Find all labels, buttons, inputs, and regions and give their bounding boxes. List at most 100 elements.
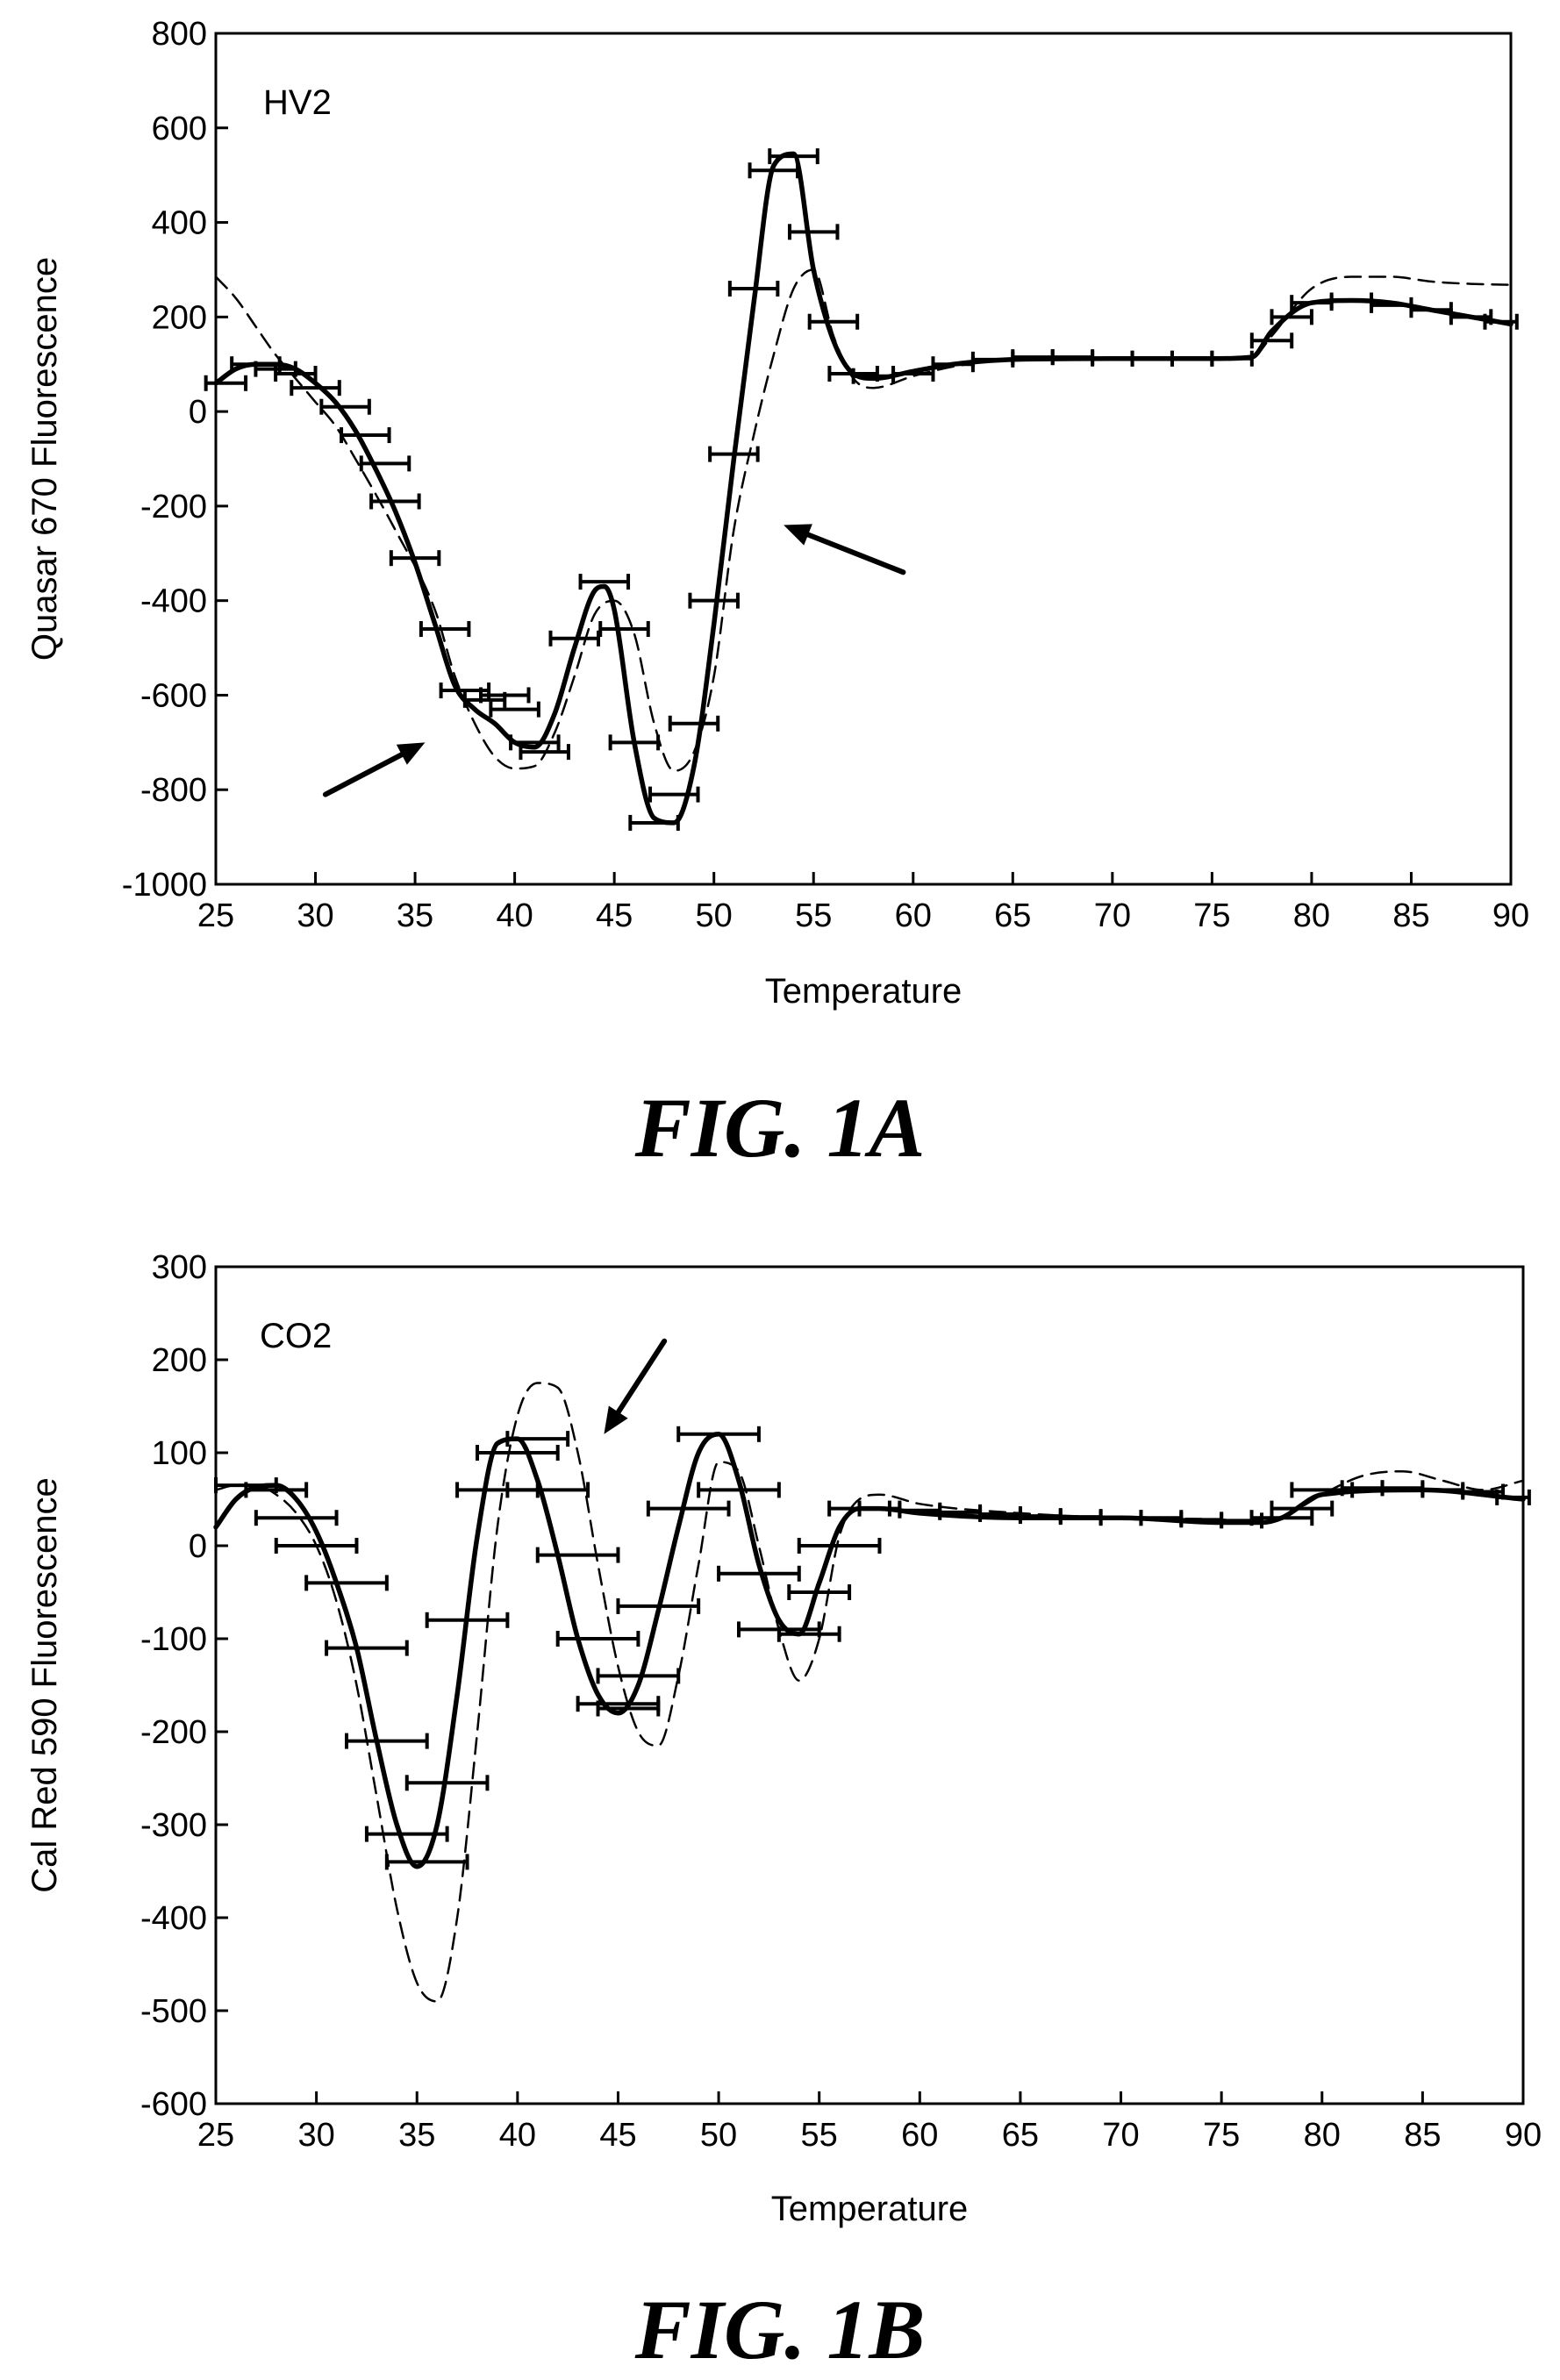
x-tick-label: 75 [1203,2117,1240,2154]
error-bar [538,1547,619,1563]
error-bar [1101,1510,1141,1526]
error-bar [1133,351,1172,367]
figure: 2530354045505560657075808590-1000-800-60… [0,0,1560,2380]
x-tick-label: 70 [1094,897,1131,934]
error-bar [1013,349,1052,365]
x-tick-label: 85 [1404,2117,1441,2154]
x-tick-label: 50 [700,2117,737,2154]
x-tick-label: 35 [397,897,433,934]
error-bar [558,1631,639,1647]
y-tick-label: -300 [140,1807,207,1844]
panel-label: CO2 [260,1317,332,1355]
error-bar [1020,1508,1061,1524]
error-bar [1383,1480,1423,1496]
error-bar [1061,1509,1101,1525]
y-tick-label: 200 [152,299,207,336]
x-axis-title: Temperature [771,2190,969,2228]
x-tick-label: 65 [994,897,1031,934]
y-tick-label: 300 [152,1249,207,1286]
error-bar [1411,302,1450,318]
error-bar [1181,1512,1221,1527]
error-bar [1221,1512,1262,1528]
y-tick-label: 0 [189,1528,207,1565]
y-tick-label: 800 [152,16,207,53]
error-bar [306,1575,387,1590]
tick-group: 2530354045505560657075808590-600-500-400… [140,1249,1542,2154]
error-bar [326,1640,407,1656]
error-bar [648,1501,729,1517]
y-tick-label: -400 [140,1900,207,1937]
error-bar [421,621,469,637]
y-tick-label: 200 [152,1342,207,1379]
x-tick-label: 70 [1102,2117,1139,2154]
figure-caption: FIG. 1A [634,1081,926,1175]
y-axis-title: Cal Red 590 Fluorescence [25,1477,64,1893]
y-tick-label: -200 [140,1714,207,1751]
y-tick-label: 400 [152,205,207,242]
chart-panel-a: 2530354045505560657075808590-1000-800-60… [25,16,1529,1175]
error-bar [1092,351,1132,367]
y-tick-label: 100 [152,1435,207,1472]
x-axis-title: Temperature [765,972,962,1011]
x-tick-label: 90 [1492,897,1529,934]
x-tick-label: 30 [297,2117,334,2154]
x-tick-label: 80 [1293,897,1330,934]
chart-panel-b: 2530354045505560657075808590-600-500-400… [25,1249,1542,2376]
error-bar [347,1733,427,1749]
y-tick-label: -500 [140,1993,207,2030]
x-tick-label: 85 [1392,897,1429,934]
annotation-arrow [326,742,426,794]
x-tick-label: 40 [499,2117,536,2154]
curve-group [216,1383,1523,2002]
figure-caption: FIG. 1B [634,2283,926,2376]
annotation-arrow [604,1341,664,1434]
x-tick-label: 75 [1193,897,1230,934]
y-tick-label: -600 [140,677,207,714]
arrow-group [604,1341,664,1434]
annotation-arrow [784,524,903,572]
y-tick-label: 600 [152,111,207,147]
x-tick-label: 50 [696,897,733,934]
error-bar [973,352,1013,368]
x-tick-label: 35 [398,2117,435,2154]
tick-group: 2530354045505560657075808590-1000-800-60… [122,16,1529,934]
x-tick-label: 60 [895,897,932,934]
error-bar [1141,1510,1181,1526]
error-bar [600,621,648,637]
x-tick-label: 45 [599,2117,636,2154]
y-tick-label: -200 [140,489,207,525]
solid-series-line [216,154,1511,823]
error-bar [678,1426,759,1442]
error-bar [1172,351,1212,367]
error-bar [854,368,893,384]
errorbar-group [206,148,1517,831]
error-bar [276,1538,357,1554]
x-tick-label: 30 [297,897,333,934]
x-tick-label: 40 [496,897,533,934]
error-bar [507,1482,588,1497]
y-axis-title: Quasar 670 Fluorescence [25,257,64,661]
y-tick-label: -1000 [122,867,207,904]
y-tick-label: -100 [140,1621,207,1658]
y-tick-label: -800 [140,772,207,809]
error-bar [810,314,857,330]
panel-label: HV2 [263,83,332,122]
error-bar [1212,351,1251,367]
x-tick-label: 65 [1002,2117,1039,2154]
curve-group [216,154,1511,823]
error-bar [1332,292,1371,308]
error-bar [507,1431,568,1447]
x-tick-label: 45 [596,897,633,934]
plot-frame [216,1267,1523,2104]
error-bar [670,716,718,732]
x-tick-label: 80 [1304,2117,1341,2154]
arrow-group [326,524,904,794]
dashed-series-line [216,269,1511,770]
error-bar [799,1538,880,1554]
x-tick-label: 90 [1505,2117,1542,2154]
error-bar [790,224,837,239]
error-bar [1053,349,1092,365]
error-bar [860,1501,900,1517]
y-tick-label: -600 [140,2086,207,2123]
y-tick-label: -400 [140,583,207,620]
